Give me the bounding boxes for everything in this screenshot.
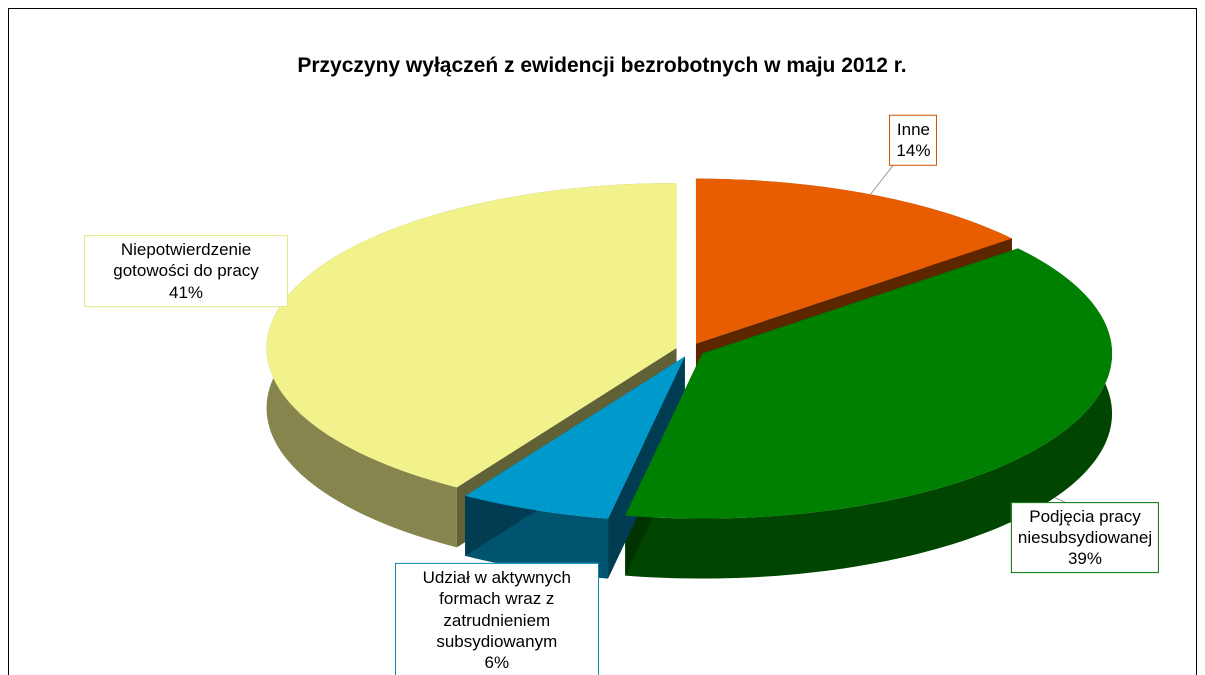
chart-border	[8, 8, 1197, 675]
value-label: 39%	[1067, 549, 1103, 569]
data-label: Inne 14%	[889, 114, 938, 166]
category-label: Niepotwierdzenie gotowości do pracy	[113, 240, 259, 281]
slice-side	[625, 248, 1113, 579]
pie-slice	[695, 178, 1012, 344]
value-label: 6%	[484, 652, 510, 672]
chart-title: Przyczyny wyłączeń z ewidencji bezrobotn…	[297, 54, 906, 77]
pie-slice	[465, 356, 685, 519]
value-label: 41%	[169, 282, 204, 302]
value-label: 14%	[896, 141, 931, 160]
data-label: Podjęcia pracy niesubsydiowanej 39%	[1010, 501, 1160, 574]
category-label: Inne	[896, 119, 930, 139]
data-label: Udział w aktywnych formach wraz z zatrud…	[394, 562, 599, 675]
pie-slice	[625, 248, 1113, 519]
category-label: Udział w aktywnych formach wraz z zatrud…	[422, 567, 571, 651]
data-label: Niepotwierdzenie gotowości do pracy 41%	[84, 235, 289, 307]
pie-slice	[266, 183, 677, 488]
category-label: Podjęcia pracy niesubsydiowanej	[1017, 506, 1153, 547]
slice-tops	[266, 178, 1113, 519]
